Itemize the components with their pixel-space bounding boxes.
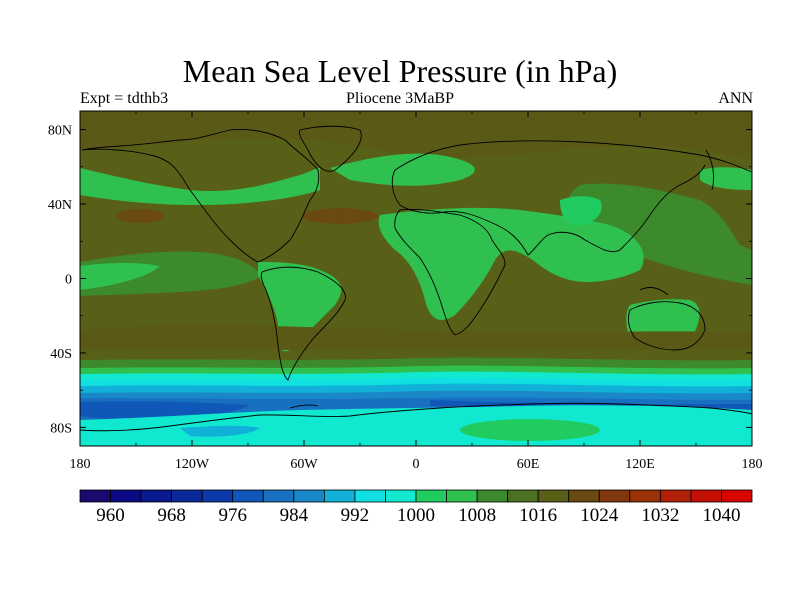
y-tick-label: 40S xyxy=(50,347,72,362)
colorbar-swatch xyxy=(568,489,600,503)
colorbar-label: 1032 xyxy=(641,505,679,526)
period-label: Pliocene 3MaBP xyxy=(346,90,454,107)
colorbar-swatch xyxy=(385,489,417,503)
colorbar-swatch xyxy=(659,489,692,503)
colorbar-label: 976 xyxy=(218,505,247,526)
colorbar-swatch xyxy=(629,489,661,503)
colorbar-swatch xyxy=(110,489,142,503)
x-tick-label: 120W xyxy=(175,457,210,472)
x-tick-label: 60W xyxy=(290,457,318,472)
x-tick-label: 120E xyxy=(625,457,655,472)
colorbar-swatch xyxy=(232,489,264,503)
season-label: ANN xyxy=(718,90,753,107)
colorbar-swatch xyxy=(201,489,234,503)
pressure-field xyxy=(80,111,752,446)
y-tick-label: 80S xyxy=(50,421,72,436)
map-title: Mean Sea Level Pressure (in hPa) xyxy=(182,53,618,89)
x-tick-label: 0 xyxy=(413,457,420,472)
colorbar-label: 1000 xyxy=(397,505,435,526)
colorbar-swatch xyxy=(721,489,753,503)
colorbar-swatch xyxy=(293,489,325,503)
colorbar-swatch xyxy=(354,489,386,503)
colorbar: 960 968 976 984 992 1000 1008 1016 1024 1032 1040 xyxy=(79,489,753,526)
colorbar-label: 1040 xyxy=(702,505,740,526)
y-axis: 80N 40N 0 40S 80S xyxy=(48,124,752,436)
colorbar-swatch xyxy=(171,489,203,503)
colorbar-label: 992 xyxy=(341,505,370,526)
colorbar-swatch xyxy=(262,489,295,503)
colorbar-label: 1016 xyxy=(519,505,557,526)
colorbar-swatch xyxy=(446,489,478,503)
colorbar-label: 1008 xyxy=(458,505,496,526)
colorbar-swatch xyxy=(476,489,509,503)
colorbar-label: 960 xyxy=(96,505,125,526)
coastlines xyxy=(80,125,752,432)
colorbar-swatch xyxy=(79,489,111,503)
y-tick-label: 80N xyxy=(48,124,72,139)
colorbar-swatch xyxy=(598,489,631,503)
colorbar-label: 968 xyxy=(157,505,186,526)
y-tick-label: 0 xyxy=(65,273,72,288)
y-tick-label: 40N xyxy=(48,198,72,213)
x-axis: 180 120W 60W 0 60E 120E 180 xyxy=(70,111,763,472)
x-tick-label: 180 xyxy=(70,457,91,472)
colorbar-swatch xyxy=(415,489,447,503)
colorbar-swatch xyxy=(323,489,356,503)
colorbar-swatch xyxy=(690,489,722,503)
colorbar-label: 984 xyxy=(280,505,309,526)
colorbar-swatch xyxy=(140,489,173,503)
colorbar-label: 1024 xyxy=(580,505,619,526)
x-tick-label: 180 xyxy=(742,457,763,472)
x-tick-label: 60E xyxy=(517,457,540,472)
colorbar-swatch xyxy=(507,489,539,503)
colorbar-swatch xyxy=(537,489,570,503)
experiment-label: Expt = tdthb3 xyxy=(80,90,169,107)
